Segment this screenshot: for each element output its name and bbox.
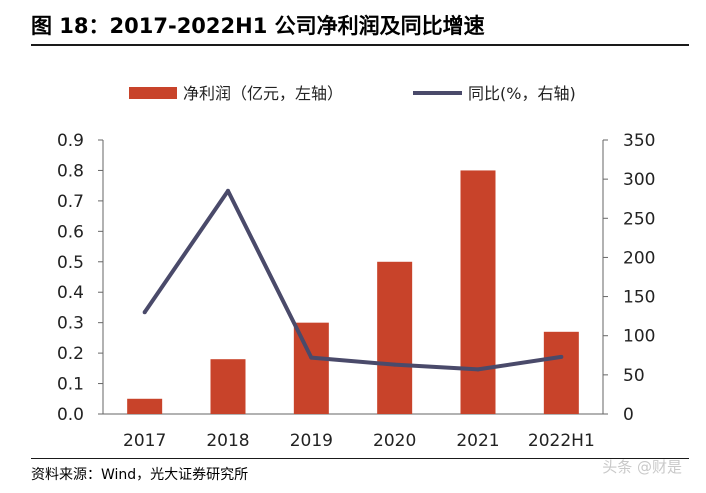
point-yoy-growth (226, 188, 230, 193)
left-tick-label: 0.8 (57, 161, 84, 181)
right-tick-label: 350 (623, 131, 655, 151)
left-tick-label: 0.1 (57, 375, 84, 395)
point-yoy-growth (392, 362, 397, 367)
legend-label-yoy: 同比(%，右轴) (468, 84, 576, 103)
line-yoy-growth (143, 188, 562, 372)
figure-title: 图 18：2017-2022H1 公司净利润及同比增速 (31, 14, 485, 38)
right-tick-label: 150 (623, 288, 655, 308)
point-yoy-growth (559, 354, 564, 359)
left-tick-label: 0.7 (57, 192, 84, 212)
source-note: 资料来源：Wind，光大证券研究所 (31, 467, 249, 483)
left-tick-label: 0.6 (57, 222, 84, 242)
legend-label-net-profit: 净利润（亿元，左轴） (183, 84, 343, 103)
title-divider (31, 44, 689, 46)
x-tick-label: 2018 (206, 431, 249, 451)
x-tick-label: 2019 (290, 431, 333, 451)
point-yoy-growth (309, 355, 314, 360)
right-tick-label: 250 (623, 209, 655, 229)
left-tick-label: 0.0 (57, 405, 84, 425)
bar-net-profit (210, 359, 246, 414)
left-tick-label: 0.5 (57, 253, 84, 273)
left-tick-label: 0.4 (57, 283, 84, 303)
x-tick-label: 2020 (373, 431, 416, 451)
point-yoy-growth (142, 310, 147, 315)
watermark-text: 头条 @财是 (602, 458, 682, 476)
left-tick-label: 0.9 (57, 131, 84, 151)
right-tick-label: 300 (623, 170, 655, 190)
legend-swatch-net-profit (129, 87, 177, 99)
x-tick-label: 2022H1 (528, 431, 595, 451)
bar-net-profit (460, 170, 496, 414)
left-tick-label: 0.3 (57, 314, 84, 334)
source-divider (31, 458, 689, 459)
right-tick-label: 50 (623, 366, 645, 386)
bar-net-profit (127, 398, 163, 414)
x-tick-label: 2017 (123, 431, 166, 451)
left-tick-label: 0.2 (57, 344, 84, 364)
right-tick-label: 0 (623, 405, 634, 425)
bar-net-profit (543, 331, 579, 414)
bar-net-profit (377, 261, 413, 414)
point-yoy-growth (476, 367, 480, 372)
combo-chart: 净利润（亿元，左轴） 同比(%，右轴) 0.0 0.1 0.2 0.3 0.4 0.5 0.6 0… (57, 84, 656, 451)
x-tick-label: 2021 (456, 431, 499, 451)
right-tick-label: 200 (623, 248, 655, 268)
right-tick-label: 100 (623, 327, 655, 347)
